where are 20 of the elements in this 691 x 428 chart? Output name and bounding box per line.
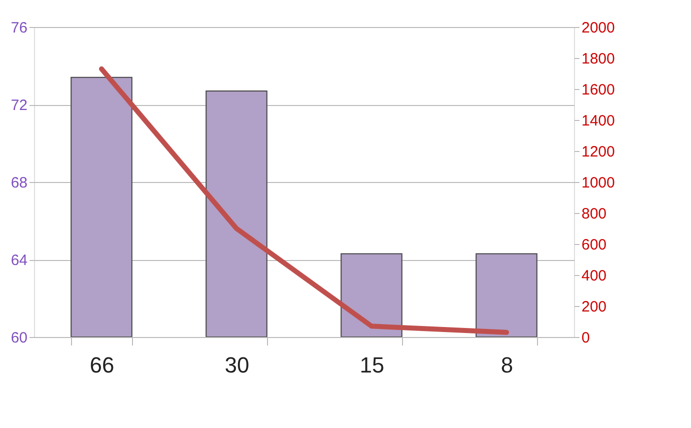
y-tick-label: 60 (10, 330, 28, 346)
y2-tick-label: 1600 (582, 82, 615, 98)
y-tick-label: 64 (10, 252, 28, 269)
y2-tick-label: 1200 (582, 144, 615, 160)
y2-tick-label: 1400 (582, 112, 615, 130)
y2-tick-label: 1800 (582, 50, 615, 68)
y2-tick-label: 600 (582, 236, 607, 254)
y-tick-label: 68 (10, 174, 28, 192)
y2-tick-label: 2000 (582, 20, 615, 36)
x-tick-label: 8 (500, 352, 514, 378)
y2-tick-label: 400 (582, 268, 607, 284)
y2-tick-label: 200 (582, 298, 607, 316)
y-tick-label: 76 (10, 20, 28, 36)
y2-tick-label: 800 (582, 206, 607, 222)
y-tick-label: 72 (10, 97, 28, 114)
x-tick-label: 30 (224, 352, 250, 378)
x-tick-label: 66 (90, 352, 114, 378)
y2-tick-label: 0 (582, 330, 590, 346)
y2-tick-label: 1000 (582, 174, 615, 192)
x-tick-label: 15 (360, 352, 384, 378)
